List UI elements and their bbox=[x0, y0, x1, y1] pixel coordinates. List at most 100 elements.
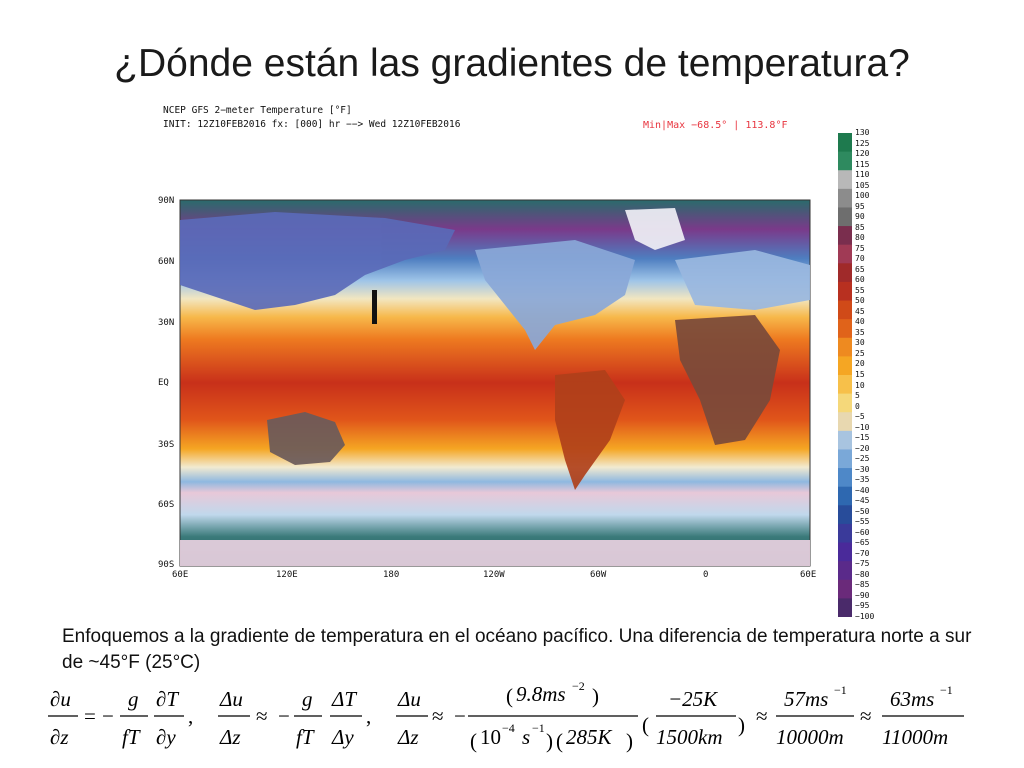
eq-paren: ( bbox=[470, 729, 477, 753]
colorbar-tick-label: 0 bbox=[855, 401, 860, 411]
colorbar-tick-label: −80 bbox=[855, 569, 870, 579]
eq-num3-exp: −1 bbox=[834, 683, 847, 697]
eq-DT: ΔT bbox=[331, 687, 357, 711]
colorbar-tick-label: −30 bbox=[855, 464, 870, 474]
colorbar-swatch bbox=[838, 523, 852, 544]
colorbar-swatch bbox=[838, 207, 852, 227]
australia-landmass bbox=[267, 412, 345, 465]
africa-landmass bbox=[675, 315, 780, 445]
colorbar-swatch bbox=[838, 375, 852, 395]
eq-num4: 63ms bbox=[890, 687, 934, 711]
colorbar-tick-label: −10 bbox=[855, 422, 870, 432]
colorbar-tick-label: 105 bbox=[855, 180, 870, 190]
thermal-wind-equation: ∂u ∂z = − g fT ∂T ∂y , Δu Δz ≈ − g fT ΔT… bbox=[48, 679, 964, 753]
eq-den1b: s bbox=[522, 725, 530, 749]
north-america-landmass bbox=[475, 240, 635, 350]
asia-landmass bbox=[180, 212, 455, 310]
colorbar-tick-label: 10 bbox=[855, 380, 865, 390]
lon-label: 180 bbox=[383, 570, 400, 580]
colorbar-swatch bbox=[838, 263, 852, 283]
colorbar-swatch bbox=[838, 356, 852, 376]
eq-den4: 11000m bbox=[882, 725, 948, 749]
colorbar-swatch bbox=[838, 486, 852, 506]
colorbar-swatch bbox=[838, 170, 852, 190]
colorbar-swatch bbox=[838, 430, 852, 450]
map-header-title: NCEP GFS 2−meter Temperature [°F] bbox=[163, 105, 352, 116]
colorbar-swatch bbox=[838, 579, 852, 599]
colorbar-tick-label: 50 bbox=[855, 296, 865, 306]
colorbar-tick-label: −90 bbox=[855, 590, 870, 600]
eq-approx: ≈ bbox=[432, 704, 444, 728]
eq-g: g bbox=[128, 687, 139, 711]
colorbar-tick-label: −75 bbox=[855, 559, 870, 569]
lat-label: EQ bbox=[158, 378, 169, 388]
colorbar-swatch bbox=[838, 505, 852, 525]
eq-paren: ) bbox=[546, 729, 553, 753]
colorbar-tick-label: −35 bbox=[855, 475, 870, 485]
colorbar-tick-label: 70 bbox=[855, 254, 865, 264]
colorbar-tick-label: 15 bbox=[855, 370, 865, 379]
lat-label: 90S bbox=[158, 560, 175, 570]
eq-minus: − bbox=[454, 704, 466, 728]
colorbar-swatch bbox=[838, 542, 852, 562]
eq-den1c: 285K bbox=[566, 725, 613, 749]
eq-approx: ≈ bbox=[256, 704, 268, 728]
colorbar-tick-label: 115 bbox=[855, 159, 870, 169]
colorbar-swatch bbox=[838, 151, 852, 171]
colorbar-tick-label: 100 bbox=[855, 191, 870, 201]
map-minmax: Min|Max −68.5° | 113.8°F bbox=[643, 120, 788, 131]
eq-Dz: Δz bbox=[397, 725, 419, 749]
slide-title: ¿Dónde están las gradientes de temperatu… bbox=[114, 42, 910, 85]
colorbar-tick-label: 130 bbox=[855, 128, 870, 137]
eq-approx: ≈ bbox=[860, 704, 872, 728]
colorbar-tick-label: −60 bbox=[855, 527, 870, 537]
pacific-gradient-marker bbox=[372, 290, 377, 324]
lat-label: 60S bbox=[158, 500, 175, 510]
eq-paren: ( bbox=[506, 684, 513, 708]
colorbar-tick-label: −40 bbox=[855, 485, 870, 495]
eq-paren: ) bbox=[738, 713, 745, 737]
colorbar-tick-label: 120 bbox=[855, 149, 870, 159]
greenland-landmass bbox=[625, 208, 685, 250]
colorbar-swatch bbox=[838, 449, 852, 469]
colorbar-swatch bbox=[838, 226, 852, 246]
eq-g: g bbox=[302, 687, 313, 711]
colorbar-tick-label: 65 bbox=[855, 264, 865, 274]
eq-paren: ( bbox=[642, 713, 649, 737]
lat-label: 30N bbox=[158, 318, 175, 328]
colorbar-tick-label: 45 bbox=[855, 306, 865, 316]
eq-minus: − bbox=[278, 704, 290, 728]
colorbar-tick-label: 40 bbox=[855, 317, 865, 327]
eq-num4-exp: −1 bbox=[940, 683, 953, 697]
eq-num3: 57ms bbox=[784, 687, 828, 711]
colorbar-tick-label: 35 bbox=[855, 327, 865, 337]
colorbar-tick-label: −45 bbox=[855, 496, 870, 506]
eq-Du: Δu bbox=[397, 687, 421, 711]
eq-approx: ≈ bbox=[756, 704, 768, 728]
colorbar-tick-label: 90 bbox=[855, 212, 865, 222]
eq-Dz: Δz bbox=[219, 725, 241, 749]
colorbar-tick-label: −25 bbox=[855, 454, 870, 464]
colorbar-swatch bbox=[838, 337, 852, 357]
colorbar-tick-label: 125 bbox=[855, 138, 870, 148]
lon-label: 60E bbox=[172, 570, 189, 580]
colorbar-swatch bbox=[838, 244, 852, 264]
colorbar-tick-label: 110 bbox=[855, 170, 870, 180]
eq-term-numeric: Δu Δz ≈ − ( 9.8ms −2 ) ( 10 −4 s −1 ) ( … bbox=[396, 679, 964, 753]
colorbar-tick-label: 30 bbox=[855, 338, 865, 348]
eq-comma: , bbox=[366, 704, 371, 728]
colorbar-tick-label: −5 bbox=[855, 412, 865, 422]
colorbar bbox=[838, 133, 852, 617]
colorbar-swatch bbox=[838, 133, 852, 153]
eq-num2: −25K bbox=[668, 687, 718, 711]
colorbar-tick-label: 60 bbox=[855, 275, 865, 285]
lat-label: 90N bbox=[158, 196, 175, 206]
colorbar-tick-label: 5 bbox=[855, 391, 860, 401]
eq-term-finite: Δu Δz ≈ − g fT ΔT Δy , bbox=[218, 687, 371, 749]
south-america-landmass bbox=[555, 370, 625, 490]
colorbar-swatch bbox=[838, 393, 852, 413]
eq-minus: − bbox=[102, 704, 114, 728]
eq-dy: ∂y bbox=[156, 725, 176, 749]
eq-paren: ) bbox=[592, 684, 599, 708]
lon-label: 60E bbox=[800, 570, 817, 580]
